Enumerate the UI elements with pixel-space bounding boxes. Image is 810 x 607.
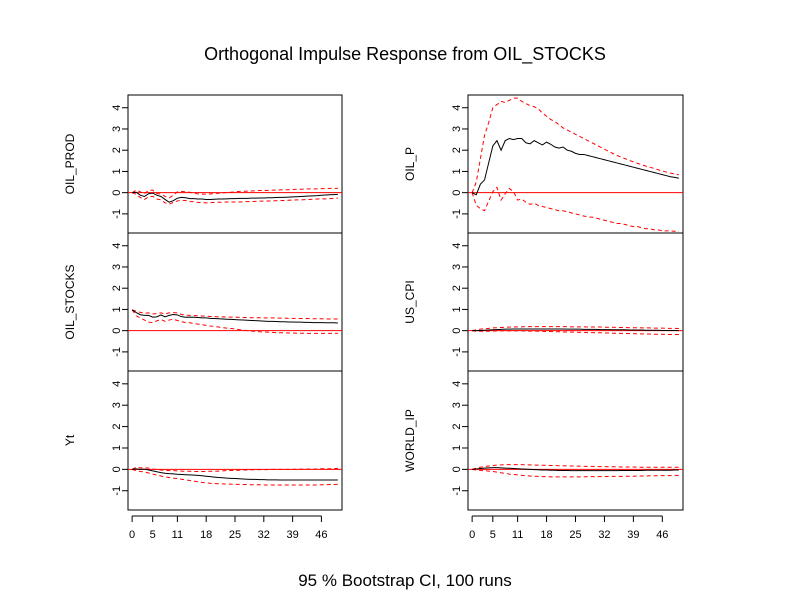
y-tick-label: 0	[451, 190, 463, 196]
response-line	[132, 468, 338, 481]
x-tick-label: 32	[258, 529, 270, 541]
y-tick-label: 2	[111, 285, 123, 291]
panel-oil-prod: -1 0 1 2 3 4 OIL_PROD	[63, 94, 343, 234]
panel-frame	[127, 232, 343, 372]
ci-lower-line	[472, 330, 679, 335]
x-tick-label: 5	[490, 529, 496, 541]
panel-ylabel: OIL_STOCKS	[63, 264, 77, 339]
y-tick-label: 3	[451, 264, 463, 270]
panel-oil-stocks: -1 0 1 2 3 4 OIL_STOCKS	[63, 232, 343, 372]
y-tick-label: 4	[451, 105, 463, 111]
y-tick-label: 1	[111, 306, 123, 312]
panel-ylabel: OIL_P	[403, 147, 417, 181]
y-tick-label: 1	[111, 445, 123, 451]
ci-upper-line	[131, 187, 338, 199]
y-tick-label: 1	[111, 168, 123, 174]
panel-frame	[467, 370, 684, 511]
y-tick-label: 3	[451, 126, 463, 132]
ci-upper-line	[131, 466, 338, 473]
ci-upper-line	[131, 309, 338, 320]
y-tick-label: 3	[111, 264, 123, 270]
y-tick-label: 0	[111, 328, 123, 334]
y-tick-label: 0	[451, 466, 463, 472]
x-tick-label: 25	[569, 529, 581, 541]
x-tick-label: 46	[315, 529, 327, 541]
y-tick-label: 2	[111, 147, 123, 153]
y-tick-label: -1	[111, 486, 123, 496]
y-tick-label: 2	[451, 285, 463, 291]
panel-frame	[127, 370, 343, 511]
y-tick-label: 4	[451, 381, 463, 387]
y-tick-label: 0	[111, 466, 123, 472]
y-tick-label: 1	[451, 306, 463, 312]
y-tick-label: -1	[111, 209, 123, 219]
response-line	[472, 467, 679, 472]
y-tick-label: 1	[451, 168, 463, 174]
x-tick-label: 11	[512, 529, 523, 541]
y-tick-label: 3	[451, 402, 463, 408]
ci-lower-line	[131, 468, 338, 486]
panel-ylabel: Yt	[63, 434, 77, 446]
y-tick-label: 4	[111, 105, 123, 111]
x-tick-label: 25	[229, 529, 241, 541]
y-tick-label: 1	[451, 445, 463, 451]
y-tick-label: 2	[451, 147, 463, 153]
x-tick-label: 32	[598, 529, 610, 541]
y-tick-label: -1	[111, 347, 123, 357]
ci-lower-line	[471, 186, 679, 232]
y-tick-label: 0	[111, 190, 123, 196]
y-tick-label: -1	[451, 486, 463, 496]
y-tick-label: -1	[451, 209, 463, 219]
y-tick-label: 3	[111, 402, 123, 408]
x-tick-label: 39	[627, 529, 639, 541]
x-tick-label: 5	[150, 529, 156, 541]
panel-oil-p: -1 0 1 2 3 4 OIL_P	[403, 94, 684, 234]
x-tick-label: 46	[656, 529, 668, 541]
response-line	[132, 191, 338, 203]
response-line	[471, 137, 679, 196]
panel-frame	[467, 232, 684, 372]
y-tick-label: -1	[451, 347, 463, 357]
panel-yt: -1 0 1 2 3 4 Yt 0 5 11 18 25 32 39 46	[63, 370, 343, 541]
chart-title: Orthogonal Impulse Response from OIL_STO…	[204, 44, 606, 65]
x-tick-label: 0	[129, 529, 135, 541]
x-tick-label: 11	[172, 529, 183, 541]
panel-ylabel: US_CPI	[403, 280, 417, 323]
y-tick-label: 0	[451, 328, 463, 334]
y-tick-label: 3	[111, 126, 123, 132]
response-line	[472, 328, 679, 332]
ci-lower-line	[131, 309, 338, 334]
y-tick-label: 4	[111, 381, 123, 387]
y-tick-label: 2	[451, 424, 463, 430]
y-tick-label: 2	[111, 424, 123, 430]
y-tick-label: 4	[451, 243, 463, 249]
panel-world-ip: -1 0 1 2 3 4 WORLD_IP 0 5 11 18 25 32 39 46	[403, 370, 684, 541]
panel-ylabel: OIL_PROD	[63, 133, 77, 194]
chart-subtitle: 95 % Bootstrap CI, 100 runs	[298, 571, 512, 590]
panel-us-cpi: -1 0 1 2 3 4 US_CPI	[403, 232, 684, 372]
x-tick-label: 39	[286, 529, 298, 541]
panel-frame	[467, 94, 684, 234]
ci-upper-line	[471, 464, 679, 470]
x-tick-label: 0	[469, 529, 475, 541]
panel-ylabel: WORLD_IP	[403, 409, 417, 472]
ci-upper-line	[471, 97, 679, 193]
panel-frame	[127, 94, 343, 234]
response-line	[131, 309, 338, 324]
ci-lower-line	[131, 192, 338, 205]
x-tick-label: 18	[200, 529, 212, 541]
y-tick-label: 4	[111, 243, 123, 249]
x-tick-label: 18	[540, 529, 552, 541]
